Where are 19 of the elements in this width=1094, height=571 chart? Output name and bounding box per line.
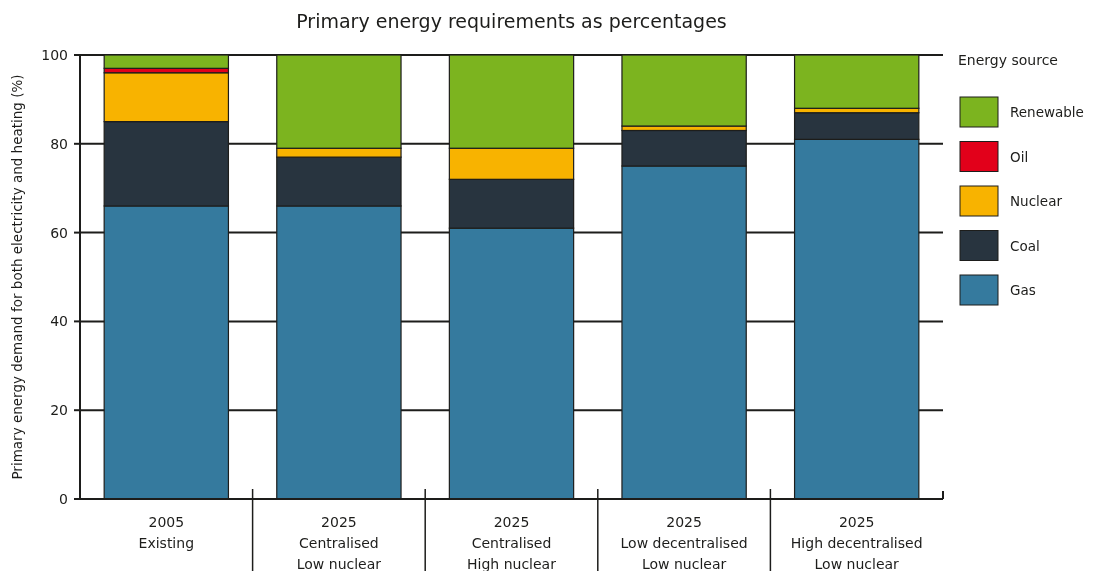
y-tick-label: 100 [41,47,68,63]
legend-title: Energy source [958,52,1058,68]
x-tick-label: 2025 Low decentralised Low nuclear [620,514,748,571]
legend-label: Nuclear [1010,193,1063,209]
y-tick-label: 20 [50,402,68,419]
legend-label: Coal [1010,237,1040,254]
y-tick-label: 0 [59,491,68,507]
legend-label: Oil [1010,148,1029,165]
x-tick-label: 2025 Centralised Low nuclear [296,514,382,571]
y-axis-title: Primary energy demand for both electricity and heating (%) [9,74,25,480]
y-tick-label: 40 [50,313,68,330]
x-tick-label: 2005 Existing [138,514,195,551]
x-tick-label: 2025 Centralised High nuclear [467,514,557,571]
x-tick-label: 2025 High decentralised Low nuclear [790,514,923,571]
y-tick-label: 80 [50,135,68,152]
chart-title: Primary energy requirements as percentages [296,10,727,32]
legend-label: Gas [1010,282,1036,298]
legend-label: Renewable [1010,104,1084,120]
y-tick-label: 60 [50,224,68,241]
